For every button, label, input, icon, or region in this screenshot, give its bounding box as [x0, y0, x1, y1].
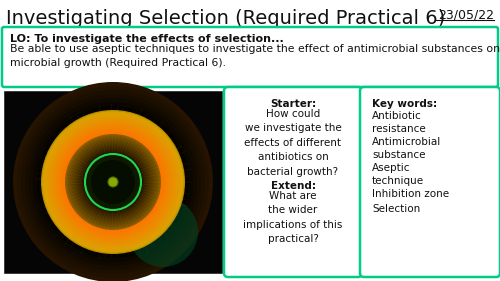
FancyBboxPatch shape [2, 27, 498, 87]
Circle shape [41, 110, 185, 254]
Circle shape [50, 119, 176, 245]
Circle shape [56, 125, 170, 239]
Text: Antimicrobial
substance: Antimicrobial substance [372, 137, 442, 160]
Text: How could
we investigate the
effects of different
antibiotics on
bacterial growt: How could we investigate the effects of … [244, 109, 342, 176]
FancyBboxPatch shape [360, 87, 500, 277]
FancyBboxPatch shape [224, 87, 362, 277]
Circle shape [70, 140, 156, 224]
Circle shape [64, 133, 162, 231]
Circle shape [74, 142, 152, 221]
Circle shape [41, 110, 185, 254]
Circle shape [42, 111, 184, 253]
Circle shape [52, 121, 174, 243]
Circle shape [33, 102, 193, 262]
Circle shape [65, 134, 161, 230]
Circle shape [84, 153, 142, 211]
Circle shape [66, 135, 160, 228]
Circle shape [68, 137, 158, 227]
Circle shape [58, 128, 168, 236]
Circle shape [108, 177, 118, 187]
Circle shape [48, 117, 178, 246]
Circle shape [85, 154, 141, 210]
Circle shape [128, 197, 198, 267]
FancyBboxPatch shape [4, 91, 222, 273]
Text: Antibiotic
resistance: Antibiotic resistance [372, 111, 426, 134]
Circle shape [76, 146, 150, 219]
Circle shape [44, 112, 182, 251]
Text: Key words:: Key words: [372, 99, 437, 109]
Circle shape [45, 114, 181, 250]
Circle shape [54, 123, 172, 241]
Text: What are
the wider
implications of this
practical?: What are the wider implications of this … [244, 191, 342, 244]
Circle shape [62, 132, 164, 232]
Circle shape [61, 130, 165, 234]
Circle shape [13, 82, 213, 281]
Circle shape [80, 150, 146, 214]
Circle shape [17, 86, 209, 278]
Circle shape [70, 138, 156, 226]
Text: Extend:: Extend: [270, 181, 316, 191]
Circle shape [65, 134, 161, 230]
Circle shape [21, 90, 205, 274]
Circle shape [29, 98, 197, 266]
Circle shape [55, 124, 171, 240]
Text: Inhibition zone: Inhibition zone [372, 189, 449, 199]
Circle shape [48, 116, 178, 248]
Circle shape [91, 160, 135, 204]
Circle shape [37, 106, 189, 258]
Circle shape [58, 126, 168, 237]
Text: Selection: Selection [372, 203, 420, 214]
Circle shape [72, 141, 154, 223]
Circle shape [78, 147, 148, 217]
Circle shape [75, 144, 151, 220]
Text: 23/05/22: 23/05/22 [438, 9, 494, 22]
Circle shape [80, 148, 146, 216]
Text: Investigating Selection (Required Practical 6): Investigating Selection (Required Practi… [6, 9, 446, 28]
Circle shape [82, 151, 144, 213]
Text: Be able to use aseptic techniques to investigate the effect of antimicrobial sub: Be able to use aseptic techniques to inv… [10, 44, 500, 68]
Text: LO: To investigate the effects of selection...: LO: To investigate the effects of select… [10, 34, 284, 44]
Text: Aseptic
technique: Aseptic technique [372, 163, 424, 186]
Circle shape [51, 120, 175, 244]
Text: Starter:: Starter: [270, 99, 316, 109]
Circle shape [25, 94, 201, 270]
Circle shape [60, 129, 166, 235]
Circle shape [46, 115, 180, 249]
Circle shape [85, 154, 141, 210]
